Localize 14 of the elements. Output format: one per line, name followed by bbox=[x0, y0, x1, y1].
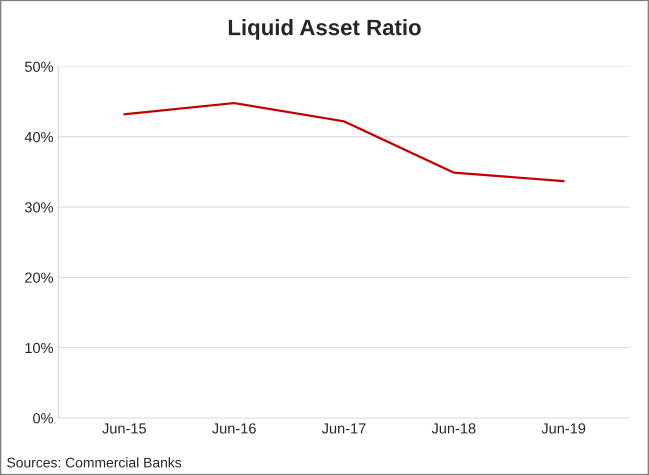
y-tick-label: 0% bbox=[33, 413, 54, 424]
x-tick-label: Jun-19 bbox=[542, 423, 586, 434]
y-tick-label: 40% bbox=[24, 132, 54, 142]
x-tick-label: Jun-16 bbox=[212, 423, 256, 434]
chart-title: Liquid Asset Ratio bbox=[228, 19, 421, 40]
x-tick-label: Jun-18 bbox=[432, 423, 476, 434]
y-tick-label: 50% bbox=[24, 62, 54, 72]
source-note: Sources: Commercial Banks bbox=[7, 457, 182, 468]
x-tick-label: Jun-17 bbox=[322, 423, 366, 434]
y-tick-label: 30% bbox=[24, 202, 54, 213]
x-tick-label: Jun-15 bbox=[102, 423, 146, 434]
y-tick-label: 20% bbox=[25, 272, 54, 283]
y-tick-label: 10% bbox=[25, 342, 54, 354]
line-series bbox=[123, 102, 565, 182]
